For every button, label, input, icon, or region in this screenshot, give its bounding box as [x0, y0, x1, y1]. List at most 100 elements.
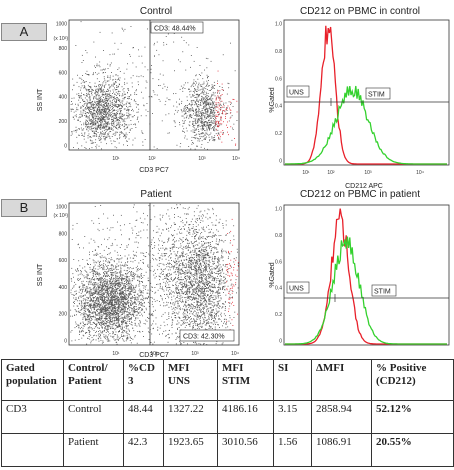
y-tick-label: 0 — [64, 144, 67, 150]
x-tick-label: 10³ — [198, 156, 206, 162]
y-tick-label: 1000 — [56, 205, 67, 211]
x-tick-label: 10⁴ — [232, 156, 240, 162]
x-tick-label: 10⁴ — [231, 351, 239, 357]
y-tick-label: 800 — [59, 46, 68, 52]
x-tick-label: 10³ — [364, 170, 372, 176]
x-tick-label: 10³ — [191, 351, 199, 357]
table-cell: 20.55% — [371, 433, 454, 467]
header-mfi-uns: MFI UNS — [163, 359, 218, 401]
control-cd3-pc7-label: CD3 PC7 — [139, 167, 169, 174]
patient-dots — [70, 204, 239, 345]
header-percent-positive: % Positive (CD212) — [371, 359, 454, 401]
y-tick-label: 1.0 — [275, 207, 282, 213]
y-tick-label: 0.4 — [275, 286, 282, 292]
y-tick-label: 800 — [59, 231, 68, 237]
x-tick-label: 10¹ — [302, 170, 310, 176]
y-tick-label: 600 — [59, 70, 68, 76]
control-stim-curve — [285, 85, 447, 165]
y-tick-label: 0.6 — [275, 259, 282, 265]
control-hist-title: CD212 on PBMC in control — [300, 6, 420, 17]
control-stim-box — [365, 87, 391, 100]
patient-stim-curve — [285, 236, 447, 345]
x-tick-label: 10⁴ — [416, 170, 424, 176]
y-tick-label: 0 — [279, 339, 282, 345]
control-stim-label: STIM — [368, 92, 385, 99]
patient-stim-box — [371, 284, 397, 297]
control-uns-box — [286, 85, 310, 98]
control-dot-title: Control — [140, 6, 172, 17]
y-tick-label: 200 — [59, 119, 68, 125]
control-dot-plot: Control SS INT (x 10³) CD3: 48.44% 1000 8… — [37, 6, 240, 174]
y-tick-label: 0.4 — [275, 104, 282, 110]
header-gated-population: Gated population — [1, 359, 64, 401]
x-tick-label: 10¹ — [112, 351, 120, 357]
table-cell — [1, 433, 64, 467]
x-tick-label: 10¹ — [112, 156, 120, 162]
table-cell: 1.56 — [273, 433, 312, 467]
header-cd3-percent: %CD 3 — [123, 359, 164, 401]
y-tick-label: 0.2 — [275, 312, 282, 318]
patient-cd3-pc7-label: CD3 PC7 — [139, 352, 169, 359]
y-tick-label: 0 — [64, 339, 67, 345]
y-tick-label: 0 — [279, 159, 282, 165]
patient-dot-title: Patient — [140, 189, 171, 200]
patient-uns-box — [286, 281, 310, 294]
control-y-multiplier: (x 10³) — [54, 36, 69, 42]
table-cell: 48.44 — [123, 400, 164, 434]
table-row: Patient 42.3 1923.65 3010.56 1.56 1086.9… — [1, 433, 454, 467]
y-tick-label: 0.2 — [275, 131, 282, 137]
header-si: SI — [273, 359, 312, 401]
patient-uns-label: UNS — [289, 286, 304, 293]
y-tick-label: 0.8 — [275, 233, 282, 239]
table-cell: 1327.22 — [163, 400, 218, 434]
y-tick-label: 400 — [59, 95, 68, 101]
patient-dot-plot: Patient SS INT (x 10³) CD3: 42.30% 1000 8… — [37, 189, 240, 359]
header-delta-mfi: ΔMFI — [311, 359, 372, 401]
y-ticks: 1.0 0.8 0.6 0.4 0.2 0 — [275, 22, 282, 165]
table-cell: 3.15 — [273, 400, 312, 434]
y-tick-label: 0.8 — [275, 49, 282, 55]
control-ss-int-label: SS INT — [37, 88, 44, 111]
table-cell: 3010.56 — [217, 433, 274, 467]
patient-stim-label: STIM — [374, 289, 391, 296]
table-cell: 42.3 — [123, 433, 164, 467]
y-tick-label: 200 — [59, 312, 68, 318]
x-tick-label: 10² — [327, 170, 335, 176]
y-tick-label: 1000 — [56, 22, 67, 28]
y-ticks: 1.0 0.8 0.6 0.4 0.2 0 — [275, 207, 282, 345]
control-gate-box — [150, 21, 204, 34]
control-dots — [70, 21, 238, 150]
y-tick-label: 600 — [59, 258, 68, 264]
table-row: CD3 Control 48.44 1327.22 4186.16 3.15 2… — [1, 400, 454, 434]
patient-y-multiplier: (x 10³) — [54, 213, 69, 219]
table-cell: 52.12% — [371, 400, 454, 434]
patient-ss-int-label: SS INT — [37, 263, 44, 286]
panel-b-label: B — [1, 199, 47, 217]
header-control-patient: Control/ Patient — [63, 359, 124, 401]
y-tick-label: 1.0 — [275, 22, 282, 28]
header-mfi-stim: MFI STIM — [217, 359, 274, 401]
table-header-row: Gated population Control/ Patient %CD 3 … — [1, 359, 454, 401]
patient-gate-box — [179, 329, 235, 342]
table-cell: Control — [63, 400, 124, 434]
x-tick-label: 10² — [148, 156, 156, 162]
table-cell: Patient — [63, 433, 124, 467]
control-gated-label: %Gated — [269, 87, 276, 112]
patient-gated-label: %Gated — [269, 262, 276, 287]
x-tick-label: 10² — [150, 351, 158, 357]
y-tick-label: 400 — [59, 285, 68, 291]
results-table: Gated population Control/ Patient %CD 3 … — [1, 359, 454, 467]
table-cell: 1923.65 — [163, 433, 218, 467]
table-cell: 2858.94 — [311, 400, 372, 434]
panel-a-label: A — [1, 23, 47, 41]
patient-gate-label: CD3: 42.30% — [183, 334, 225, 341]
patient-histogram: CD212 on PBMC in patient %Gated UNS STIM… — [269, 189, 450, 346]
control-uns-label: UNS — [289, 90, 304, 97]
table-cell: 4186.16 — [217, 400, 274, 434]
patient-hist-frame — [283, 204, 450, 346]
table-cell: CD3 — [1, 400, 64, 434]
control-histogram: CD212 on PBMC in control %Gated UNS STIM… — [269, 6, 450, 190]
table-cell: 1086.91 — [311, 433, 372, 467]
control-gate-label: CD3: 48.44% — [154, 26, 196, 33]
y-tick-label: 0.6 — [275, 76, 282, 82]
